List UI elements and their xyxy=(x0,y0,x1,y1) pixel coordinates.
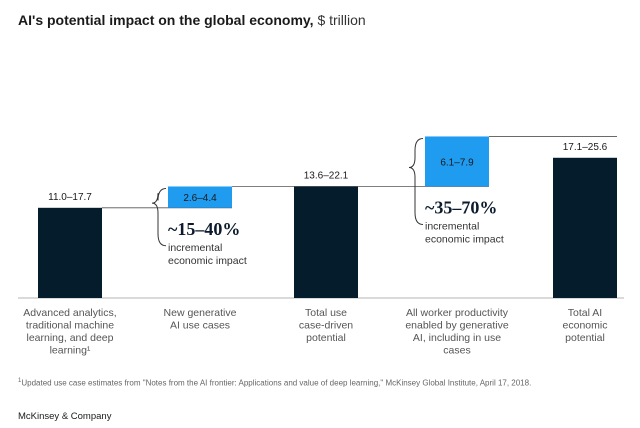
brace-annotation xyxy=(151,187,167,247)
increment-bar xyxy=(425,136,489,187)
total-bar xyxy=(38,207,102,298)
category-label: Advanced analytics, xyxy=(23,307,116,319)
chart-title-unit: $ trillion xyxy=(317,12,366,28)
category-label: Total AI xyxy=(568,307,602,319)
chart-title-main: AI's potential impact on the global econ… xyxy=(18,12,314,28)
category-label: New generative xyxy=(164,307,237,319)
category-label: Total use xyxy=(305,307,347,319)
impact-caption: economic impact xyxy=(168,255,247,267)
footnote-mark: 1 xyxy=(18,378,22,384)
category-label: learning, and deep xyxy=(27,332,114,344)
category-label: cases xyxy=(443,345,470,357)
footnote-text: Updated use case estimates from "Notes f… xyxy=(21,378,532,388)
chart-title: AI's potential impact on the global econ… xyxy=(18,12,366,28)
data-label: 2.6–4.4 xyxy=(183,193,217,204)
impact-percentage: ~15–40% xyxy=(168,219,240,239)
category-label: learning¹ xyxy=(50,345,91,357)
impact-caption: incremental xyxy=(168,242,222,254)
category-label: traditional machine xyxy=(26,320,114,332)
category-label: AI use cases xyxy=(170,320,230,332)
impact-caption: economic impact xyxy=(425,233,504,245)
total-bar xyxy=(553,157,617,298)
data-label: 17.1–25.6 xyxy=(563,142,608,153)
footnote: 1Updated use case estimates from "Notes … xyxy=(18,378,531,388)
brand-name: McKinsey & Company xyxy=(18,411,112,422)
category-label: potential xyxy=(565,332,605,344)
data-label: 6.1–7.9 xyxy=(440,157,474,168)
total-bar xyxy=(294,186,358,298)
category-label: potential xyxy=(306,332,346,344)
impact-percentage: ~35–70% xyxy=(425,197,497,217)
category-label: enabled by generative xyxy=(405,320,508,332)
impact-caption: incremental xyxy=(425,220,479,232)
increment-bar xyxy=(168,186,232,208)
category-label: AI, including in use xyxy=(413,332,501,344)
brace-annotation xyxy=(408,137,424,225)
data-label: 13.6–22.1 xyxy=(304,170,349,181)
waterfall-chart: 11.0–17.7 Advanced analytics,traditional … xyxy=(18,136,624,357)
category-label: economic xyxy=(563,320,608,332)
category-label: case-driven xyxy=(299,320,353,332)
category-label: All worker productivity xyxy=(406,307,509,319)
data-label: 11.0–17.7 xyxy=(48,192,92,203)
